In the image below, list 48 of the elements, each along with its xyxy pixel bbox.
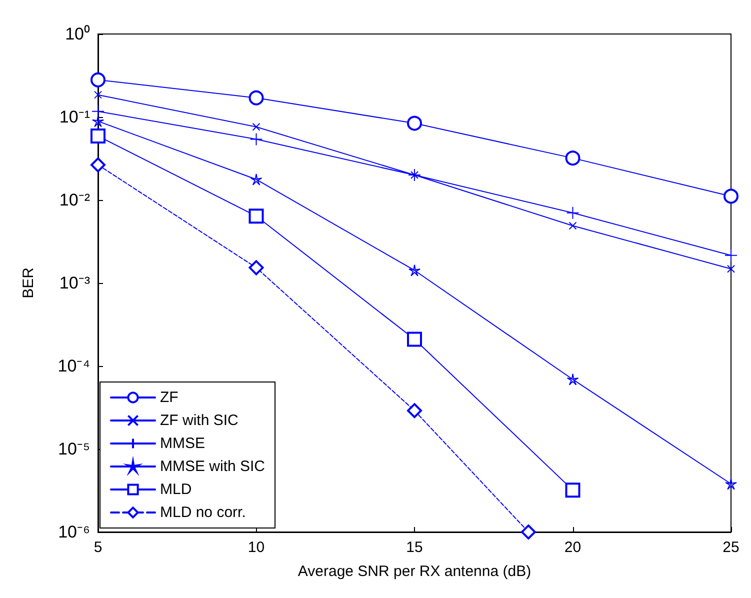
point [520, 524, 536, 540]
point [248, 90, 264, 106]
point [250, 173, 262, 186]
y-tick-label: 10⁰ [65, 24, 90, 44]
point [568, 222, 577, 230]
point [566, 373, 579, 386]
point [92, 104, 104, 118]
x-tick-label: 25 [722, 539, 740, 556]
point [408, 168, 421, 182]
point [92, 115, 104, 128]
point [724, 188, 738, 204]
legend-label: MMSE with SIC [160, 458, 266, 475]
point [90, 72, 106, 88]
y-tick-label: 10⁻⁴ [58, 356, 90, 376]
point [94, 90, 102, 99]
point [248, 260, 264, 276]
point [407, 332, 422, 347]
x-axis-title: Average SNR per RX antenna (dB) [298, 563, 532, 580]
point [565, 482, 580, 498]
x-tick-label: 20 [564, 539, 582, 556]
point [90, 128, 106, 144]
point [565, 150, 580, 166]
point [407, 403, 422, 418]
y-tick-label: 10⁻⁵ [58, 440, 90, 458]
point [252, 122, 260, 131]
point [724, 248, 738, 262]
point [250, 132, 263, 146]
legend-label: MMSE [160, 435, 205, 452]
y-axis-title: BER [20, 267, 37, 298]
legend-label: ZF with SIC [160, 412, 239, 429]
y-tick-label: 10⁻⁶ [58, 522, 90, 542]
point [566, 206, 580, 220]
point [248, 208, 264, 224]
point [725, 478, 737, 490]
x-tick-label: 15 [406, 539, 423, 556]
x-tick-label: 5 [94, 539, 102, 556]
legend-label: MLD [160, 481, 192, 498]
point [407, 116, 422, 131]
point [727, 264, 735, 273]
x-tick-label: 10 [248, 539, 265, 556]
legend-label: MLD no corr. [160, 504, 246, 521]
y-tick-label: 10⁻¹ [59, 108, 90, 126]
legend-label: ZF [160, 389, 178, 406]
y-tick-label: 10⁻³ [59, 274, 90, 292]
y-tick-label: 10⁻² [59, 190, 90, 210]
point [410, 171, 418, 180]
point [408, 264, 420, 276]
point [90, 157, 106, 172]
